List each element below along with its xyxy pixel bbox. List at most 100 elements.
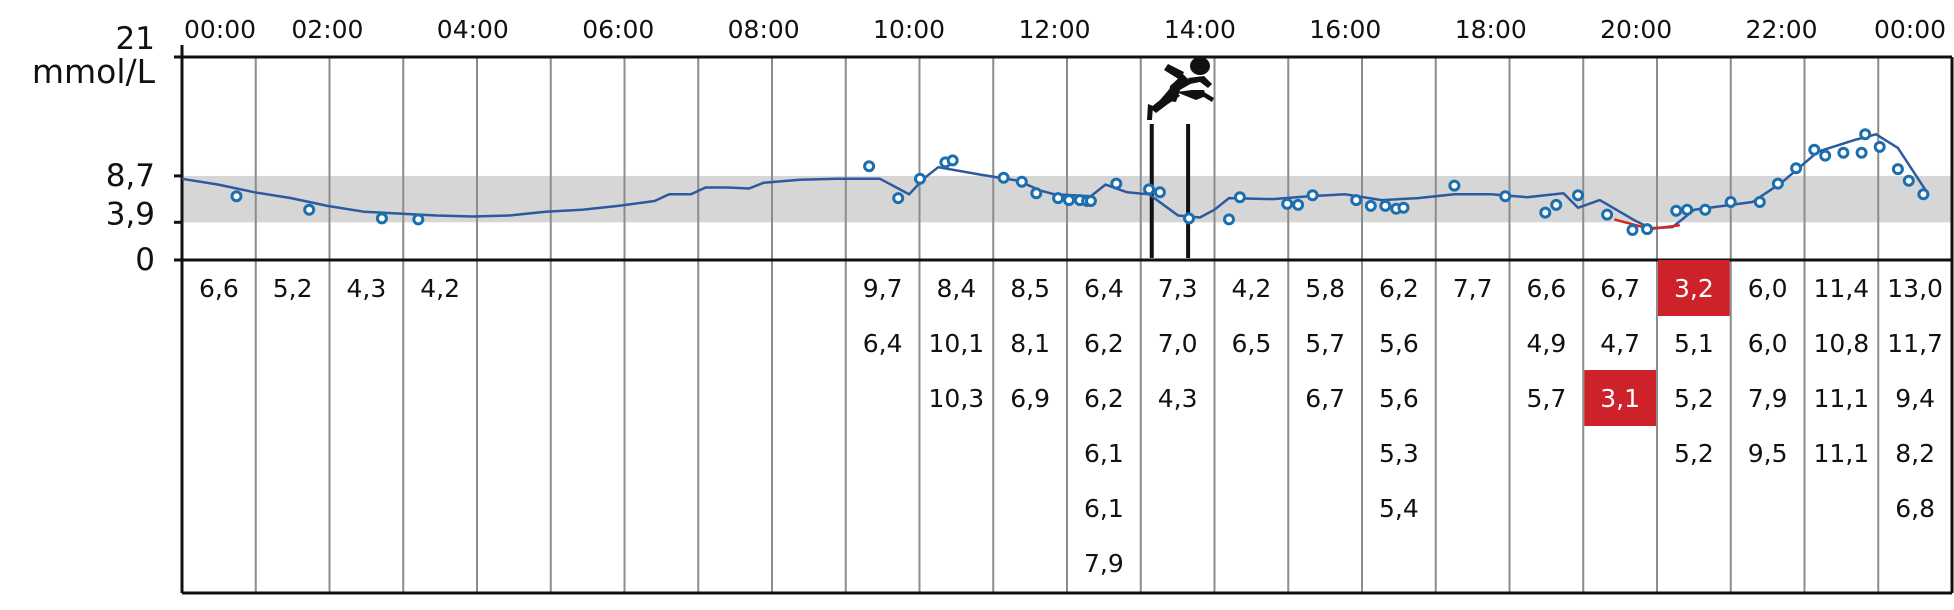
- x-tick-label: 18:00: [1455, 15, 1527, 44]
- y-tick-label: 0: [135, 242, 155, 278]
- x-tick-label: 00:00: [184, 15, 256, 44]
- reading-point: [1837, 146, 1850, 159]
- reading-point: [1052, 192, 1065, 205]
- y-tick-label: 3,9: [106, 196, 155, 232]
- reading-point: [1110, 177, 1123, 190]
- reading-point: [1670, 204, 1683, 217]
- reading-value: 10,8: [1814, 329, 1870, 358]
- reading-value: 9,7: [863, 274, 903, 303]
- y-tick-label: 8,7: [106, 158, 155, 194]
- reading-value: 6,1: [1084, 494, 1124, 523]
- reading-value: 4,9: [1526, 329, 1566, 358]
- x-tick-label: 00:00: [1874, 15, 1946, 44]
- reading-point: [1855, 146, 1868, 159]
- reading-value: 7,0: [1158, 329, 1198, 358]
- reading-point: [1808, 143, 1821, 156]
- reading-point: [1364, 199, 1377, 212]
- reading-point: [1350, 194, 1363, 207]
- reading-point: [1790, 162, 1803, 175]
- exercise-marker: [1147, 57, 1214, 258]
- reading-value: 4,7: [1600, 329, 1640, 358]
- reading-point: [1724, 196, 1737, 208]
- reading-value: 6,7: [1305, 384, 1345, 413]
- reading-point: [1233, 191, 1246, 204]
- reading-point: [412, 213, 425, 226]
- reading-point: [997, 171, 1010, 184]
- reading-value: 5,1: [1674, 329, 1714, 358]
- reading-point: [1550, 198, 1563, 211]
- reading-point: [1873, 140, 1886, 153]
- x-tick-label: 14:00: [1164, 15, 1236, 44]
- reading-value: 9,5: [1748, 439, 1788, 468]
- reading-value: 3,2: [1674, 274, 1714, 303]
- reading-value: 5,2: [1674, 384, 1714, 413]
- reading-value: 5,6: [1379, 384, 1419, 413]
- x-tick-label: 04:00: [437, 15, 509, 44]
- reading-value: 5,2: [1674, 439, 1714, 468]
- reading-value: 11,7: [1887, 329, 1943, 358]
- reading-value: 5,3: [1379, 439, 1419, 468]
- reading-value: 6,7: [1600, 274, 1640, 303]
- reading-value: 6,4: [1084, 274, 1124, 303]
- reading-value: 5,2: [273, 274, 313, 303]
- reading-point: [1699, 203, 1712, 216]
- reading-value: 6,6: [1526, 274, 1566, 303]
- runner-icon: [1147, 57, 1214, 120]
- x-tick-label: 16:00: [1309, 15, 1381, 44]
- reading-point: [892, 192, 905, 205]
- reading-point: [1292, 198, 1305, 211]
- reading-value: 6,0: [1748, 274, 1788, 303]
- reading-value: 5,7: [1526, 384, 1566, 413]
- reading-point: [1771, 177, 1784, 190]
- readings-table: 6,6 5,2 4,3 4,2 9,7 6,4 8,4 10,1 10,3 8,5 8,1 6,9 6,…: [199, 260, 1943, 578]
- reading-point: [914, 172, 926, 185]
- reading-point: [1397, 201, 1410, 214]
- y-axis: mmol/L 21 8,73,9 0: [32, 21, 182, 278]
- reading-point: [375, 212, 388, 225]
- reading-point: [1183, 212, 1195, 225]
- low-reading-highlight: [1584, 370, 1656, 426]
- reading-point: [1063, 194, 1075, 207]
- reading-point: [1084, 195, 1097, 207]
- reading-value: 8,1: [1010, 329, 1050, 358]
- reading-point: [1153, 186, 1166, 199]
- reading-value: 6,2: [1084, 329, 1124, 358]
- reading-point: [1379, 199, 1392, 212]
- hour-grid: [254, 57, 1880, 593]
- reading-value: 5,4: [1379, 494, 1419, 523]
- reading-point: [1917, 188, 1930, 201]
- reading-point: [1681, 203, 1694, 216]
- reading-point: [1539, 206, 1552, 219]
- x-tick-label: 06:00: [582, 15, 654, 44]
- reading-point: [1143, 183, 1155, 196]
- reading-value: 13,0: [1887, 274, 1943, 303]
- reading-value: 7,3: [1158, 274, 1198, 303]
- reading-value: 4,2: [420, 274, 460, 303]
- x-axis: 00:00 02:00 04:00 06:00 08:00 10:00 12:00 14:00…: [184, 15, 1946, 44]
- reading-value: 8,4: [936, 274, 976, 303]
- reading-value: 10,3: [929, 384, 985, 413]
- reading-point: [1891, 163, 1904, 176]
- reading-value: 5,8: [1305, 274, 1345, 303]
- reading-point: [1306, 189, 1319, 202]
- x-tick-label: 12:00: [1018, 15, 1090, 44]
- reading-point: [1819, 149, 1832, 162]
- reading-point: [1902, 174, 1915, 187]
- reading-value: 3,1: [1600, 384, 1640, 413]
- reading-value: 7,9: [1748, 384, 1788, 413]
- reading-value: 11,1: [1814, 384, 1870, 413]
- reading-value: 7,9: [1084, 549, 1124, 578]
- y-axis-title: mmol/L: [32, 52, 156, 91]
- reading-value: 9,4: [1895, 384, 1935, 413]
- reading-value: 6,5: [1231, 329, 1271, 358]
- reading-value: 11,4: [1814, 274, 1870, 303]
- x-tick-label: 22:00: [1746, 15, 1818, 44]
- reading-value: 7,7: [1453, 274, 1493, 303]
- reading-point: [230, 190, 243, 203]
- reading-value: 6,9: [1010, 384, 1050, 413]
- reading-point: [1753, 196, 1766, 208]
- x-tick-label: 20:00: [1600, 15, 1672, 44]
- reading-point: [1572, 189, 1584, 202]
- reading-value: 5,6: [1379, 329, 1419, 358]
